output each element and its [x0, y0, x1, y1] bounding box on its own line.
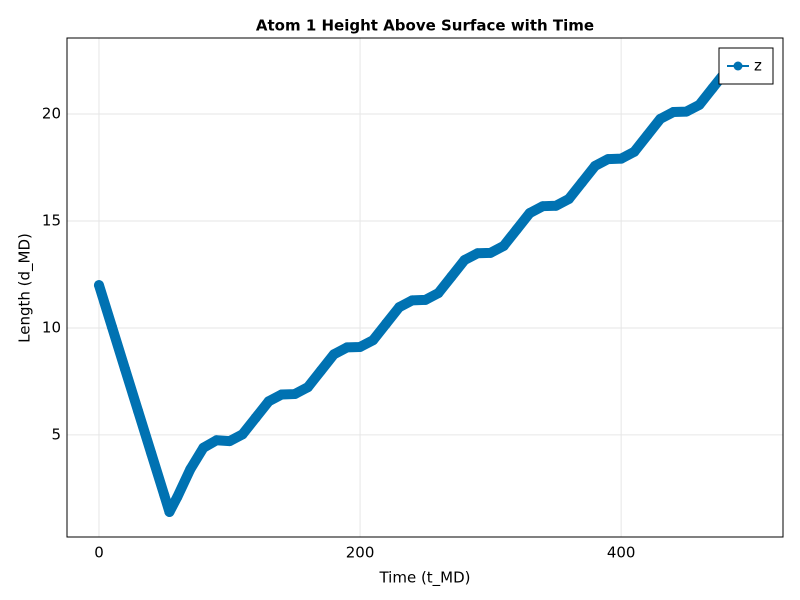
data-point: [93, 280, 104, 291]
data-point: [498, 240, 509, 251]
data-point: [446, 271, 457, 282]
data-point: [694, 99, 705, 110]
x-tick-label: 200: [346, 544, 375, 562]
legend-marker: [733, 61, 743, 71]
data-point: [381, 318, 392, 329]
data-point: [211, 435, 222, 446]
data-point: [224, 436, 235, 447]
data-point: [563, 193, 574, 204]
data-point: [603, 154, 614, 165]
data-point: [420, 294, 431, 305]
data-point: [655, 113, 666, 124]
data-point: [146, 448, 157, 459]
data-point: [172, 491, 183, 502]
data-point: [485, 247, 496, 258]
data-point: [342, 342, 353, 353]
y-axis-label: Length (d_MD): [16, 233, 35, 343]
data-point: [120, 364, 131, 375]
data-point: [642, 130, 653, 141]
data-point: [590, 160, 601, 171]
data-point: [472, 248, 483, 259]
data-point: [368, 335, 379, 346]
data-point: [237, 429, 248, 440]
y-tick-label: 10: [42, 318, 61, 336]
data-point: [511, 224, 522, 235]
x-tick-label: 400: [607, 544, 636, 562]
data-point: [616, 153, 627, 164]
y-tick-label: 15: [42, 211, 61, 229]
data-point: [537, 201, 548, 212]
data-point: [164, 506, 175, 517]
data-point: [394, 302, 405, 313]
data-point: [707, 83, 718, 94]
data-point: [433, 288, 444, 299]
data-point: [276, 389, 287, 400]
y-tick-label: 5: [51, 425, 61, 443]
data-point: [159, 490, 170, 501]
data-point: [550, 200, 561, 211]
data-point: [289, 389, 300, 400]
data-point: [315, 365, 326, 376]
chart-title: Atom 1 Height Above Surface with Time: [256, 17, 594, 35]
data-point: [629, 146, 640, 157]
data-point: [328, 349, 339, 360]
data-point: [407, 295, 418, 306]
x-tick-label: 0: [94, 544, 104, 562]
data-point: [198, 442, 209, 453]
x-axis-label: Time (t_MD): [378, 569, 470, 588]
data-point: [302, 382, 313, 393]
data-point: [133, 406, 144, 417]
y-tick-label: 20: [42, 104, 61, 122]
data-point: [668, 107, 679, 118]
data-point: [185, 464, 196, 475]
plot-frame: [66, 37, 784, 538]
legend-label: z: [754, 57, 762, 75]
data-point: [250, 412, 261, 423]
data-point: [576, 177, 587, 188]
data-point: [459, 255, 470, 266]
data-point: [355, 341, 366, 352]
series-line: [93, 59, 744, 517]
data-point: [681, 106, 692, 117]
data-point: [107, 322, 118, 333]
data-point: [263, 396, 274, 407]
data-point: [524, 208, 535, 219]
